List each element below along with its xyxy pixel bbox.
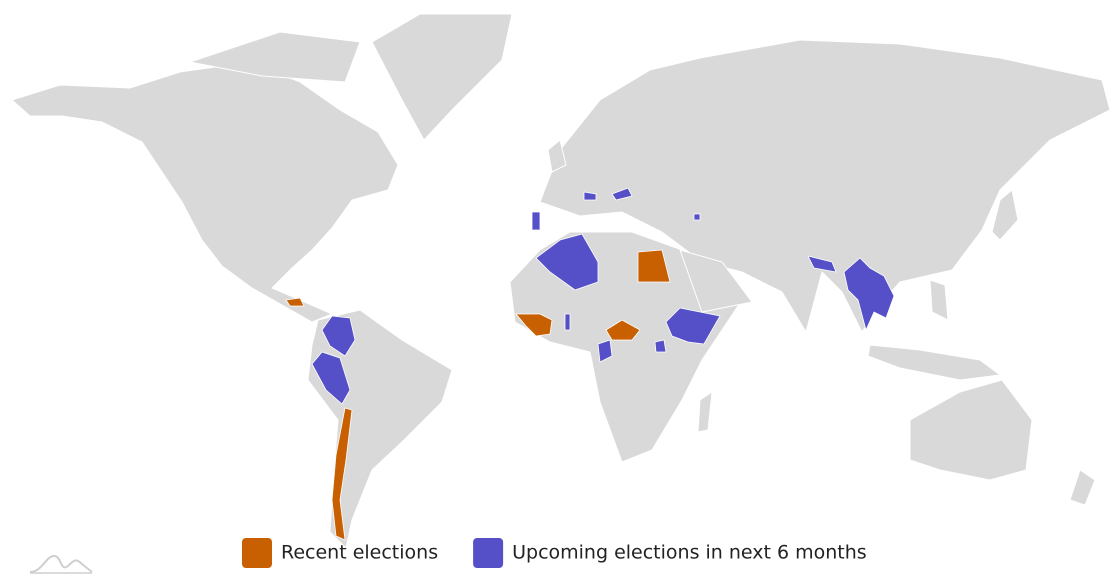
colombia[interactable] bbox=[321, 315, 356, 357]
arctic-islands bbox=[188, 31, 361, 83]
legend-label[interactable]: Upcoming elections in next 6 months bbox=[512, 542, 867, 564]
australia bbox=[909, 379, 1033, 481]
philippines bbox=[929, 279, 949, 321]
uk bbox=[547, 139, 567, 173]
georgia[interactable] bbox=[693, 213, 701, 221]
election-countries bbox=[285, 187, 895, 541]
legend-swatch[interactable] bbox=[473, 538, 504, 568]
indonesia bbox=[867, 344, 1002, 381]
arabia bbox=[679, 249, 753, 313]
madagascar bbox=[697, 390, 713, 433]
hungary-region[interactable] bbox=[611, 187, 633, 201]
bangladesh-region[interactable] bbox=[807, 255, 837, 273]
chile[interactable] bbox=[331, 407, 353, 541]
burundi-region[interactable] bbox=[654, 339, 667, 353]
europe-central[interactable] bbox=[583, 191, 597, 201]
legend-swatch[interactable] bbox=[242, 538, 272, 568]
gabon-congo[interactable] bbox=[597, 339, 613, 363]
new-zealand bbox=[1069, 469, 1096, 506]
portugal[interactable] bbox=[531, 211, 541, 231]
ethiopia-somalia[interactable] bbox=[665, 307, 721, 345]
greenland bbox=[371, 13, 513, 141]
japan bbox=[991, 189, 1019, 241]
legend: Recent elections Upcoming elections in ne… bbox=[242, 538, 867, 568]
liberia-ivory-coast[interactable] bbox=[515, 313, 553, 337]
honduras[interactable] bbox=[285, 297, 305, 307]
north-america bbox=[11, 61, 399, 323]
peru[interactable] bbox=[311, 351, 351, 405]
algeria[interactable] bbox=[535, 233, 599, 291]
southeast-asia[interactable] bbox=[843, 257, 895, 332]
logo-line bbox=[29, 554, 93, 573]
togo[interactable] bbox=[564, 313, 571, 331]
landmasses bbox=[11, 13, 1111, 550]
egypt[interactable] bbox=[637, 249, 671, 283]
central-african-republic[interactable] bbox=[605, 319, 641, 341]
amcharts-logo bbox=[29, 554, 93, 574]
legend-label[interactable]: Recent elections bbox=[281, 542, 438, 564]
